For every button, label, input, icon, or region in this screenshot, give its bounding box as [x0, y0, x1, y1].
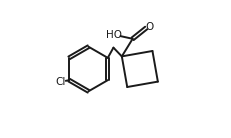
Text: O: O — [145, 22, 153, 32]
Text: HO: HO — [106, 30, 122, 40]
Text: Cl: Cl — [56, 77, 66, 87]
